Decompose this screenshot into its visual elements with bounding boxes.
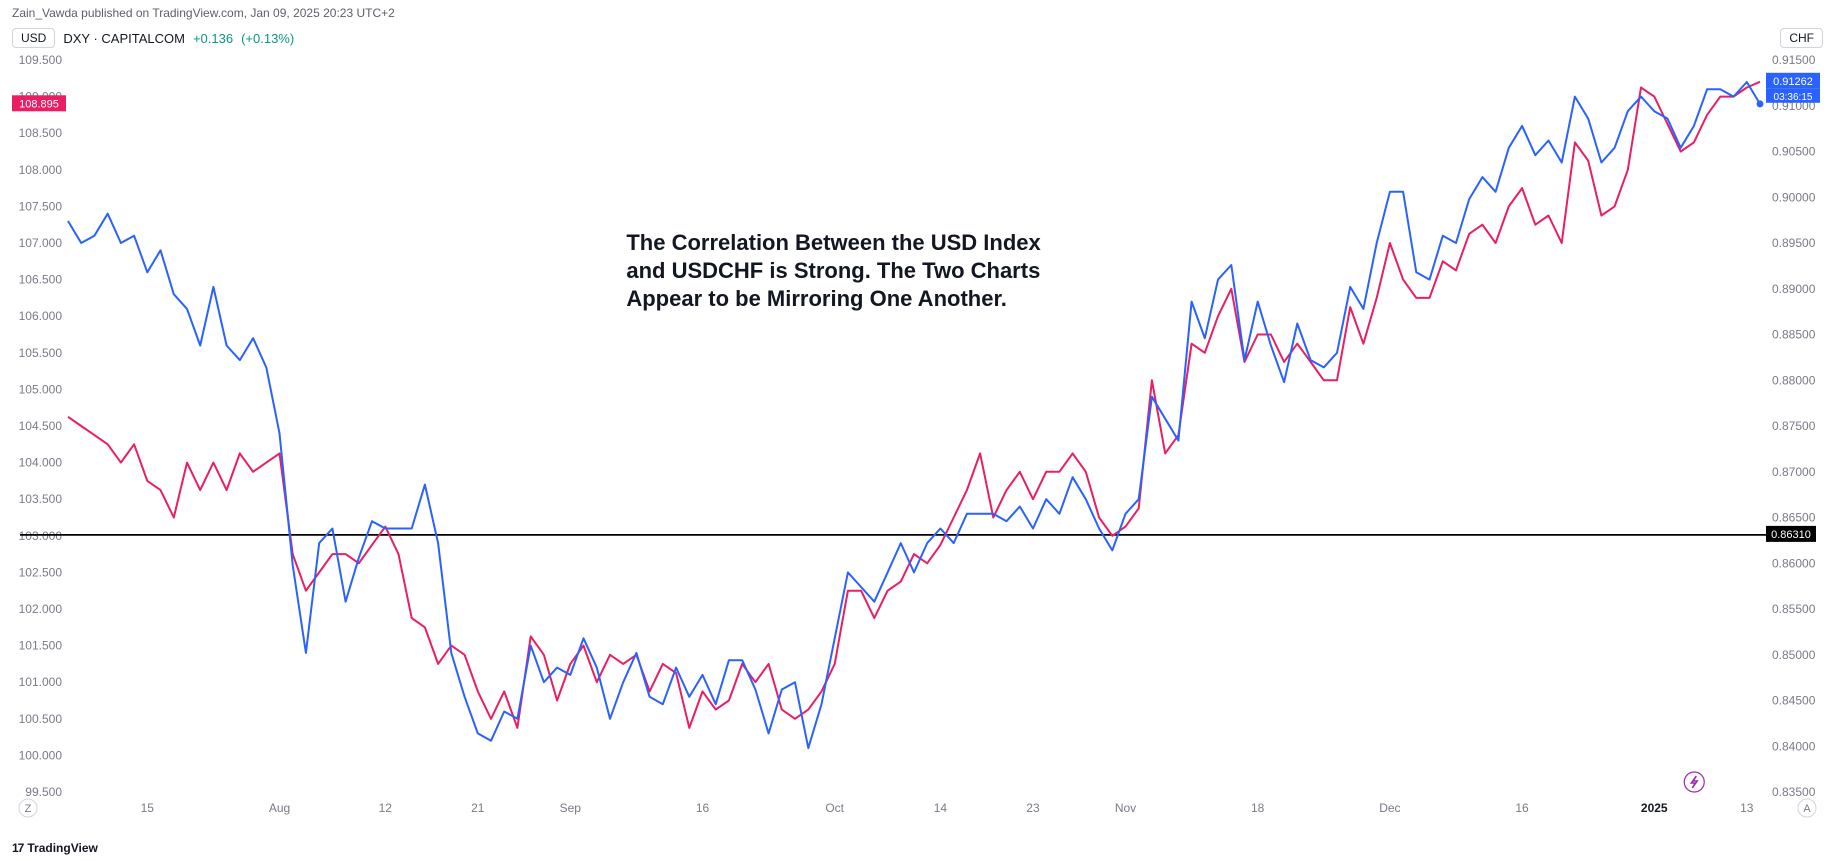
x-tick: 13 — [1740, 801, 1754, 815]
tv-logo-icon: 17 — [12, 841, 23, 855]
y-left-tick: 102.000 — [19, 602, 63, 616]
y-right-tick: 0.90000 — [1772, 190, 1816, 204]
brand-text: TradingView — [27, 841, 97, 855]
y-right-tick: 0.87500 — [1772, 419, 1816, 433]
ticker-symbol[interactable]: DXY · CAPITALCOM — [63, 31, 185, 46]
footer-brand: 17 TradingView — [12, 841, 98, 855]
y-right-tick: 0.86000 — [1772, 556, 1816, 570]
y-right-tick: 0.88000 — [1772, 373, 1816, 387]
right-price-tag: 0.91262 — [1773, 76, 1813, 88]
y-left-tick: 101.500 — [19, 639, 63, 653]
y-right-tick: 0.88500 — [1772, 328, 1816, 342]
publish-header: Zain_Vawda published on TradingView.com,… — [12, 6, 395, 20]
y-right-tick: 0.90500 — [1772, 145, 1816, 159]
y-left-tick: 107.000 — [19, 236, 63, 250]
last-point-dot — [1757, 100, 1764, 107]
y-left-tick: 105.500 — [19, 346, 63, 360]
tz-badge[interactable]: Z — [25, 803, 32, 815]
y-left-tick: 106.000 — [19, 309, 63, 323]
y-right-tick: 0.85500 — [1772, 602, 1816, 616]
annotation-line1: The Correlation Between the USD Index — [626, 230, 1041, 255]
y-left-tick: 108.500 — [19, 126, 63, 140]
x-tick: 2025 — [1641, 801, 1668, 815]
x-tick: Dec — [1379, 801, 1400, 815]
x-tick: 16 — [696, 801, 710, 815]
y-left-tick: 106.500 — [19, 273, 63, 287]
x-tick: Nov — [1115, 801, 1136, 815]
y-right-tick: 0.91500 — [1772, 53, 1816, 67]
ticker-change-abs: +0.136 — [193, 31, 233, 46]
y-left-tick: 104.500 — [19, 419, 63, 433]
y-left-tick: 100.000 — [19, 748, 63, 762]
y-left-tick: 107.500 — [19, 199, 63, 213]
x-tick: 16 — [1515, 801, 1529, 815]
x-tick: 15 — [141, 801, 155, 815]
y-left-tick: 100.500 — [19, 712, 63, 726]
y-right-tick: 0.89500 — [1772, 236, 1816, 250]
right-currency-badge[interactable]: CHF — [1780, 28, 1823, 48]
y-left-tick: 103.000 — [19, 529, 63, 543]
chart-bg — [10, 52, 1825, 832]
countdown: 03:36:15 — [1774, 92, 1813, 103]
y-left-tick: 102.500 — [19, 565, 63, 579]
y-right-tick: 0.85000 — [1772, 648, 1816, 662]
y-right-tick: 0.84000 — [1772, 739, 1816, 753]
ticker-change-pct: (+0.13%) — [241, 31, 294, 46]
x-tick: Sep — [560, 801, 582, 815]
y-right-tick: 0.89000 — [1772, 282, 1816, 296]
y-left-tick: 99.500 — [25, 785, 62, 799]
hline-tag: 0.86310 — [1771, 529, 1811, 541]
x-tick: 12 — [379, 801, 393, 815]
x-tick: 23 — [1026, 801, 1040, 815]
y-left-tick: 109.500 — [19, 53, 63, 67]
y-left-tick: 101.000 — [19, 675, 63, 689]
auto-badge[interactable]: A — [1803, 803, 1811, 815]
left-currency-badge[interactable]: USD — [12, 28, 55, 48]
y-right-tick: 0.86500 — [1772, 511, 1816, 525]
x-tick: 21 — [471, 801, 485, 815]
chart-area[interactable]: 99.500 100.000 100.500 101.000 101.500 102.00… — [10, 52, 1825, 833]
ticker-row: USD DXY · CAPITALCOM +0.136 (+0.13%) — [12, 28, 294, 48]
annotation-line2: and USDCHF is Strong. The Two Charts — [626, 258, 1040, 283]
y-right-tick: 0.87000 — [1772, 465, 1816, 479]
annotation-line3: Appear to be Mirroring One Another. — [626, 286, 1007, 311]
x-tick: Oct — [825, 801, 844, 815]
x-tick: 18 — [1251, 801, 1265, 815]
y-left-tick: 105.000 — [19, 382, 63, 396]
y-right-tick: 0.84500 — [1772, 694, 1816, 708]
y-left-tick: 104.000 — [19, 456, 63, 470]
y-left-tick: 103.500 — [19, 492, 63, 506]
chart-svg[interactable]: 99.500 100.000 100.500 101.000 101.500 102.00… — [10, 52, 1825, 832]
y-left-tick: 108.000 — [19, 163, 63, 177]
x-tick: Aug — [269, 801, 290, 815]
x-tick: 14 — [934, 801, 948, 815]
y-right-tick: 0.83500 — [1772, 785, 1816, 799]
left-price-tag: 108.895 — [19, 98, 59, 110]
